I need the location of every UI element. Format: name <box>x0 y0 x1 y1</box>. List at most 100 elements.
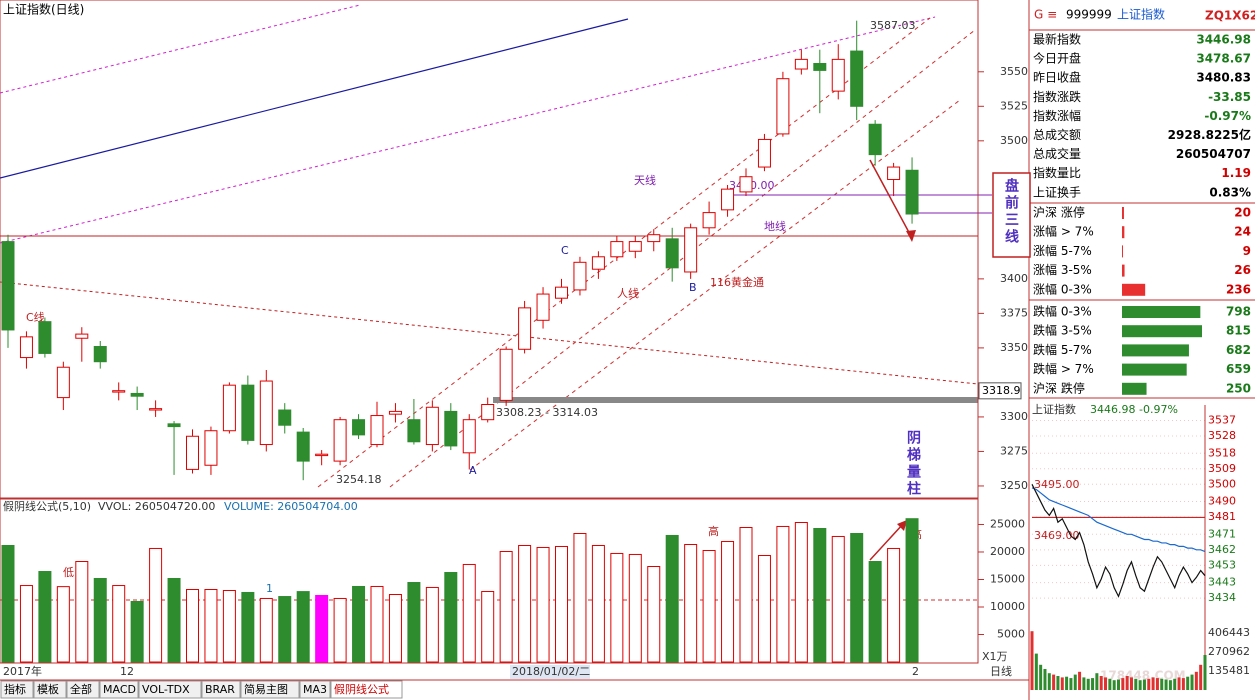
candle-body <box>38 321 52 354</box>
candle-body <box>665 238 679 269</box>
volume-vvol: VVOL: 260504720.00 <box>98 500 215 513</box>
volume-bar <box>721 540 735 663</box>
volume-bar <box>831 535 845 663</box>
volume-bar <box>93 577 107 663</box>
intraday-volume <box>1181 678 1185 690</box>
volume-bar <box>591 544 605 663</box>
tab[interactable] <box>99 680 139 699</box>
price-marker-box <box>978 382 1022 400</box>
quote-value: 0.83% <box>1209 185 1251 199</box>
arrow <box>869 159 913 239</box>
candle-body <box>536 293 550 321</box>
volume-bar <box>352 585 366 663</box>
intraday-volume <box>1047 673 1051 690</box>
tab[interactable] <box>240 680 300 699</box>
candle-body <box>850 50 864 107</box>
breadth-bar <box>1122 245 1123 258</box>
tab-label[interactable]: 假阴线公式 <box>334 682 389 696</box>
volume-bar <box>167 577 181 663</box>
candle-body <box>794 58 808 70</box>
tab[interactable] <box>330 680 403 699</box>
tab-label[interactable]: BRAR <box>205 683 235 696</box>
tab-label[interactable]: 全部 <box>70 682 92 696</box>
quote-label: 最新指数 <box>1033 32 1081 47</box>
intraday-volume <box>1086 678 1090 690</box>
volume-bar <box>647 566 661 663</box>
intraday-volume <box>1060 677 1064 690</box>
volume-bar <box>610 552 624 663</box>
volume-bar <box>278 596 292 663</box>
intraday-volume <box>1129 677 1133 690</box>
volume-bar <box>149 547 163 663</box>
candle-body <box>296 431 310 462</box>
breadth-value: 236 <box>1226 282 1251 296</box>
date-label: 2018/01/02/二 <box>512 665 590 678</box>
y-tick-label: 10000 <box>990 600 1025 613</box>
date-highlight <box>510 665 590 679</box>
intraday-volume <box>1199 664 1203 690</box>
candle-body <box>407 419 421 443</box>
intraday-summary: 3446.98 -0.97% <box>1090 403 1178 416</box>
breadth-value: 9 <box>1243 244 1251 258</box>
intraday-volume <box>1073 674 1077 690</box>
volume-bar <box>757 555 771 663</box>
tab-label[interactable]: MA3 <box>303 683 327 696</box>
tab-label[interactable]: MACD <box>103 683 136 696</box>
trend-line <box>0 281 979 385</box>
candle-body <box>702 212 716 229</box>
tab-label[interactable]: VOL-TDX <box>142 683 190 696</box>
tab[interactable] <box>33 680 67 699</box>
period[interactable]: 日线 <box>990 664 1012 678</box>
name: 上证指数 <box>1117 7 1165 22</box>
tab[interactable] <box>0 680 34 699</box>
volume-bar <box>315 594 329 663</box>
quote-label: 指数涨幅 <box>1033 108 1081 123</box>
breadth-label: 跌幅 0-3% <box>1033 304 1092 319</box>
breadth-bar <box>1122 264 1125 277</box>
y-tick-label: 3434 <box>1208 591 1236 604</box>
tab[interactable] <box>138 680 202 699</box>
v-tick-label: 406443 <box>1208 626 1250 639</box>
intraday-volume <box>1108 678 1112 690</box>
volume-bar <box>112 585 126 663</box>
breadth-bar <box>1122 382 1147 395</box>
y-tick-label: 3518 <box>1208 446 1236 459</box>
volume-bar <box>499 550 513 663</box>
intraday-volume <box>1147 678 1151 690</box>
intraday-volume <box>1164 679 1168 690</box>
tab[interactable] <box>299 680 331 699</box>
annotation: 盘前三线 <box>1003 177 1019 246</box>
main-frame <box>0 0 979 499</box>
y-tick-label: 3250 <box>1000 479 1028 492</box>
volume-bar <box>776 525 790 663</box>
intraday-title: 上证指数 <box>1032 402 1076 416</box>
volume-bar <box>813 527 827 663</box>
tab-label[interactable]: 简易主图 <box>244 682 288 696</box>
y-tick-label: 3550 <box>1000 65 1028 78</box>
candle-body <box>444 410 458 447</box>
candle-body <box>887 166 901 180</box>
volume-bar <box>56 586 70 663</box>
annotation: 116黄金通 <box>710 275 764 289</box>
quote-value: -33.85 <box>1208 90 1251 104</box>
breadth-value: 815 <box>1226 324 1251 338</box>
tab-label[interactable]: 模板 <box>37 682 59 696</box>
breadth-label: 跌幅 3-5% <box>1033 323 1092 338</box>
y-tick-label: 3500 <box>1000 134 1028 147</box>
y-tick-label: 3453 <box>1208 558 1236 571</box>
breadth-label: 涨幅 3-5% <box>1033 262 1092 277</box>
tab-label[interactable]: 指标 <box>4 682 26 696</box>
candle-body <box>75 333 89 339</box>
breadth-bar <box>1122 344 1189 357</box>
volume-bar <box>75 560 89 663</box>
candle-body <box>684 227 698 273</box>
intraday-volume <box>1186 676 1190 690</box>
candle-body <box>315 453 329 457</box>
annotation: 3254.18 <box>336 473 382 486</box>
price-line <box>1031 484 1206 598</box>
breadth-bar <box>1122 226 1125 239</box>
tab[interactable] <box>201 680 241 699</box>
quote-value: 3478.67 <box>1196 52 1251 66</box>
breadth-label: 涨幅 0-3% <box>1033 281 1092 296</box>
tab[interactable] <box>66 680 100 699</box>
